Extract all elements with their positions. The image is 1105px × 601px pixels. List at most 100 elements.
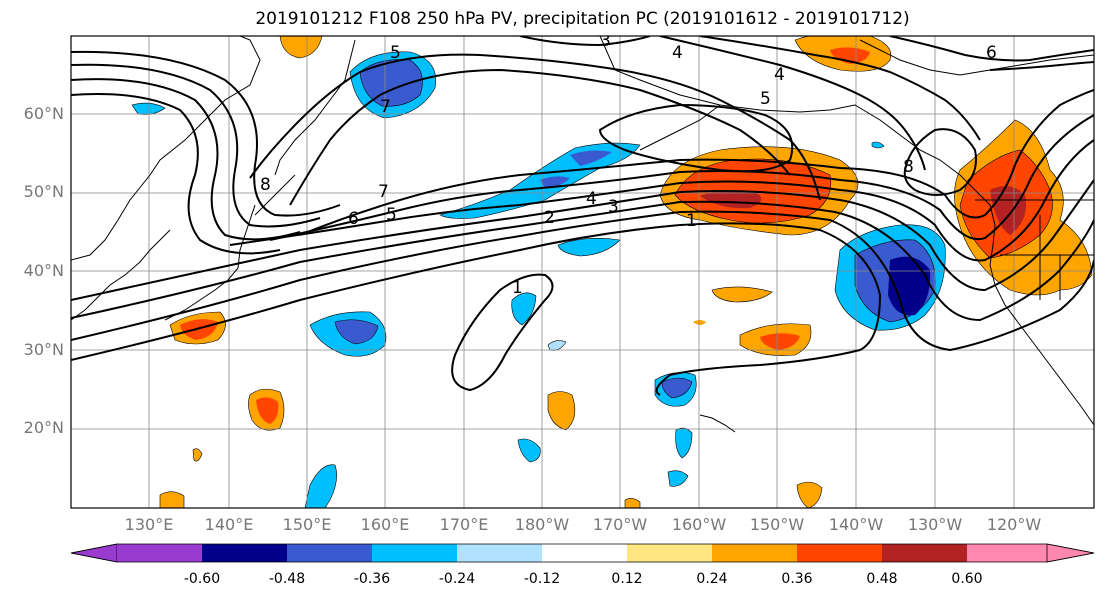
precip-negative-south-4 <box>304 464 337 508</box>
pv-contour-1 <box>71 222 882 396</box>
gridlines <box>71 36 1094 508</box>
precip-negative-aleutian-band-core-2 <box>540 176 570 188</box>
pv-contours <box>71 36 1094 396</box>
pv-contour-8 <box>71 93 281 255</box>
coast-north-america <box>989 204 1094 426</box>
pv-contour-7 <box>299 89 1094 236</box>
border-us-states <box>1000 215 1094 300</box>
colorbar-bin-9 <box>797 544 882 562</box>
contour-label-4c: 4 <box>774 65 785 85</box>
precip-negative-south-2 <box>517 438 541 463</box>
precip-positive-small <box>192 448 203 462</box>
pv-contour-3 <box>71 200 1094 322</box>
lon-label-150w: 150°W <box>749 515 805 534</box>
lon-label-140w: 140°W <box>828 515 884 534</box>
colorbar-tick-7: 0.24 <box>696 571 728 587</box>
lon-label-130w: 130°W <box>907 515 963 534</box>
colorbar-tick-4: -0.24 <box>438 571 476 587</box>
colorbar-tick-9: 0.48 <box>866 571 898 587</box>
lon-label-160w: 160°W <box>671 515 727 534</box>
pv-contour-13 <box>289 68 791 206</box>
colorbar-bin-8 <box>712 544 797 562</box>
colorbar-bin-10 <box>882 544 967 562</box>
lat-label-30: 30°N <box>23 340 64 359</box>
coast-japan <box>164 204 256 321</box>
contour-label-3b: 3 <box>600 31 611 51</box>
pv-contour-closed-low <box>451 273 554 392</box>
precip-positive-tiny <box>693 320 706 325</box>
contour-label-1: 1 <box>512 278 523 298</box>
contour-label-6: 6 <box>348 209 359 229</box>
lon-label-170e: 170°E <box>439 515 489 534</box>
colorbar-tick-8: 0.36 <box>781 571 813 587</box>
precip-positive-south-1 <box>796 481 823 508</box>
precip-positive-japan-south-core <box>180 319 218 340</box>
contour-label-7b: 7 <box>380 97 391 117</box>
contour-label-5: 5 <box>386 205 397 225</box>
contour-labels: 1 1 2 3 3 4 4 4 5 5 5 6 6 7 7 8 8 <box>260 31 997 298</box>
coast-alaska <box>599 36 991 206</box>
colorbar-bin-1 <box>117 544 202 562</box>
precip-negative-okhotsk-core <box>359 59 423 107</box>
precip-negative-hawaii-core <box>661 377 693 399</box>
precip-negative-south-3 <box>667 470 689 487</box>
pv-contour-14 <box>659 36 926 171</box>
precip-positive-hawaii-north-core <box>760 333 800 350</box>
colorbar-bin-11 <box>967 544 1047 562</box>
lat-label-50: 50°N <box>23 182 64 201</box>
colorbar-tick-3: -0.36 <box>353 571 391 587</box>
lon-label-140e: 140°E <box>204 515 254 534</box>
colorbar-bin-7 <box>627 544 712 562</box>
precip-positive-kamchatka <box>279 36 323 59</box>
lat-label-20: 20°N <box>23 418 64 437</box>
precip-positive-west-pacific-core <box>256 397 279 424</box>
precip-positive-subtropic <box>547 391 576 431</box>
pv-contour-4 <box>71 179 1094 301</box>
lon-label-180w: 180°W <box>514 515 570 534</box>
colorbar-tick-1: -0.60 <box>183 571 221 587</box>
colorbar-bin-5 <box>457 544 542 562</box>
coast-arctic-coast <box>859 39 1094 76</box>
pv-contour-15 <box>699 36 981 141</box>
pv-contour-gulf-alaska-loop <box>598 103 794 173</box>
colorbar-extend-high <box>1046 543 1095 563</box>
lon-label-170w: 170°W <box>592 515 648 534</box>
precip-positive-gulf-alaska-peak <box>700 190 762 209</box>
colorbar-tick-6: 0.12 <box>611 571 643 587</box>
precip-negative-mid-pacific-core <box>334 319 379 345</box>
precip-positive-south-3 <box>624 498 641 508</box>
colorbar-tick-2: -0.48 <box>268 571 306 587</box>
coast-hawaii <box>699 414 736 433</box>
precip-positive-south-2 <box>159 491 185 508</box>
colorbar-bin-2 <box>202 544 287 562</box>
map-frame <box>70 35 1095 509</box>
contour-label-1b: 1 <box>686 211 697 231</box>
map-panel: 1 1 2 3 3 4 4 4 5 5 5 6 6 7 7 8 8 <box>71 31 1094 508</box>
figure-title: 2019101212 F108 250 hPa PV, precipitatio… <box>255 9 910 29</box>
lat-label-60: 60°N <box>23 104 64 123</box>
colorbar-extend-low <box>70 543 118 563</box>
contour-label-8: 8 <box>260 175 271 195</box>
contour-label-4b: 4 <box>672 43 683 63</box>
coast-kamchatka <box>274 39 356 176</box>
pv-contour-5 <box>229 139 1094 262</box>
colorbar-tick-5: -0.12 <box>523 571 561 587</box>
contour-label-5b: 5 <box>760 89 771 109</box>
coast-asia <box>71 36 261 261</box>
pv-contour-18 <box>519 36 651 47</box>
pv-contour-gulf-alaska-loop-2 <box>903 128 977 196</box>
contour-label-2: 2 <box>544 208 555 228</box>
lon-label-150e: 150°E <box>282 515 332 534</box>
colorbar-bin-6 <box>542 544 627 562</box>
pv-contour-11 <box>71 50 341 217</box>
pv-contour-10 <box>71 63 321 228</box>
pv-contour-16 <box>889 36 1094 62</box>
colorbar-outline <box>70 543 1095 563</box>
contour-label-7: 7 <box>378 182 389 202</box>
precip-negative-aleutian-band-core <box>570 150 612 166</box>
colorbar-bin-3 <box>287 544 372 562</box>
precip-positive-central-pacific <box>711 286 773 303</box>
coastlines <box>71 36 1094 433</box>
pv-contour-12 <box>249 53 821 201</box>
coast-kurils <box>254 174 296 216</box>
